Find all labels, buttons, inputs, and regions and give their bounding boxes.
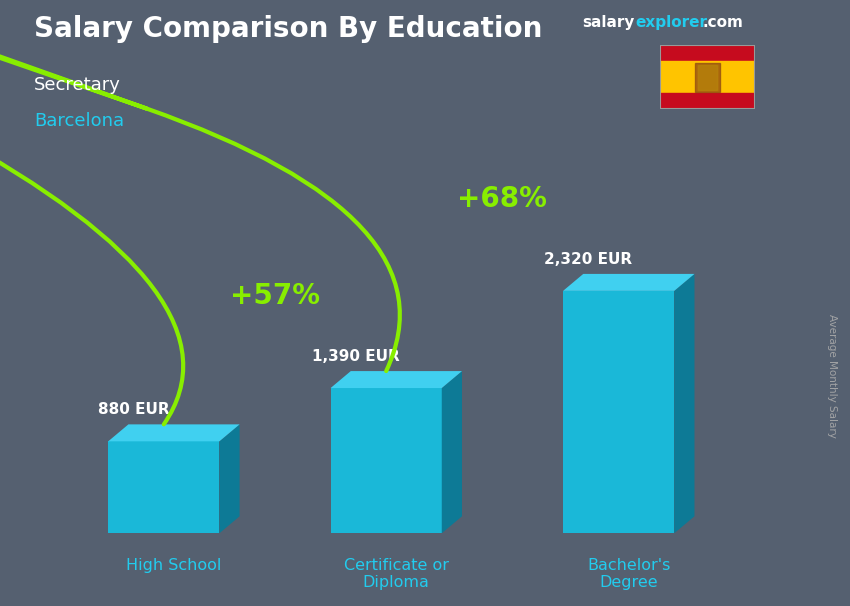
Text: salary: salary [582,15,635,30]
Text: High School: High School [126,558,222,573]
Text: Barcelona: Barcelona [34,112,124,130]
Polygon shape [219,424,240,533]
Polygon shape [674,274,694,533]
Bar [331,388,442,533]
Polygon shape [108,424,240,441]
Text: +57%: +57% [230,282,320,310]
Text: .com: .com [703,15,744,30]
Text: Certificate or
Diploma: Certificate or Diploma [343,558,449,590]
Bar [695,63,720,92]
Text: +68%: +68% [457,185,547,213]
Text: Bachelor's
Degree: Bachelor's Degree [587,558,671,590]
Bar [660,61,756,93]
Text: explorer: explorer [635,15,707,30]
Bar [108,441,219,533]
Text: 1,390 EUR: 1,390 EUR [312,349,400,364]
Text: Secretary: Secretary [34,76,121,94]
Text: Salary Comparison By Education: Salary Comparison By Education [34,15,542,43]
Bar [660,45,756,61]
Bar [563,291,674,533]
Polygon shape [563,274,694,291]
Text: Average Monthly Salary: Average Monthly Salary [827,314,837,438]
Text: 2,320 EUR: 2,320 EUR [544,251,632,267]
Text: 880 EUR: 880 EUR [98,402,169,417]
Polygon shape [331,371,462,388]
Bar [660,93,756,109]
Bar [698,64,717,90]
Polygon shape [442,371,462,533]
